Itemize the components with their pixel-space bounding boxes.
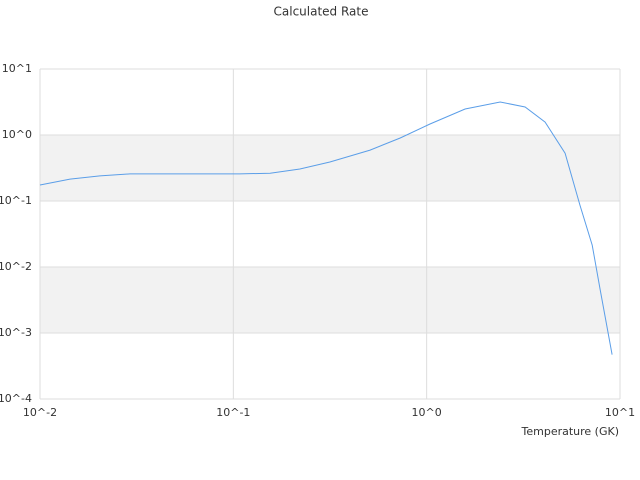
y-tick-label: 10^-2: [0, 260, 32, 273]
data-line: [39, 101, 613, 355]
grid-band: [40, 267, 620, 333]
x-tick-label: 10^-2: [23, 406, 57, 419]
y-tick-label: 10^0: [2, 128, 32, 141]
x-tick-label: 10^1: [605, 406, 635, 419]
chart-title: Calculated Rate: [274, 5, 369, 19]
grid-band: [40, 135, 620, 201]
y-tick-label: 10^-4: [0, 392, 32, 405]
y-tick-label: 10^-1: [0, 194, 32, 207]
x-tick-label: 10^0: [412, 406, 442, 419]
y-tick-label: 10^1: [2, 62, 32, 75]
x-tick-label: 10^-1: [216, 406, 250, 419]
y-tick-label: 10^-3: [0, 326, 32, 339]
x-axis-label: Temperature (GK): [521, 425, 620, 438]
